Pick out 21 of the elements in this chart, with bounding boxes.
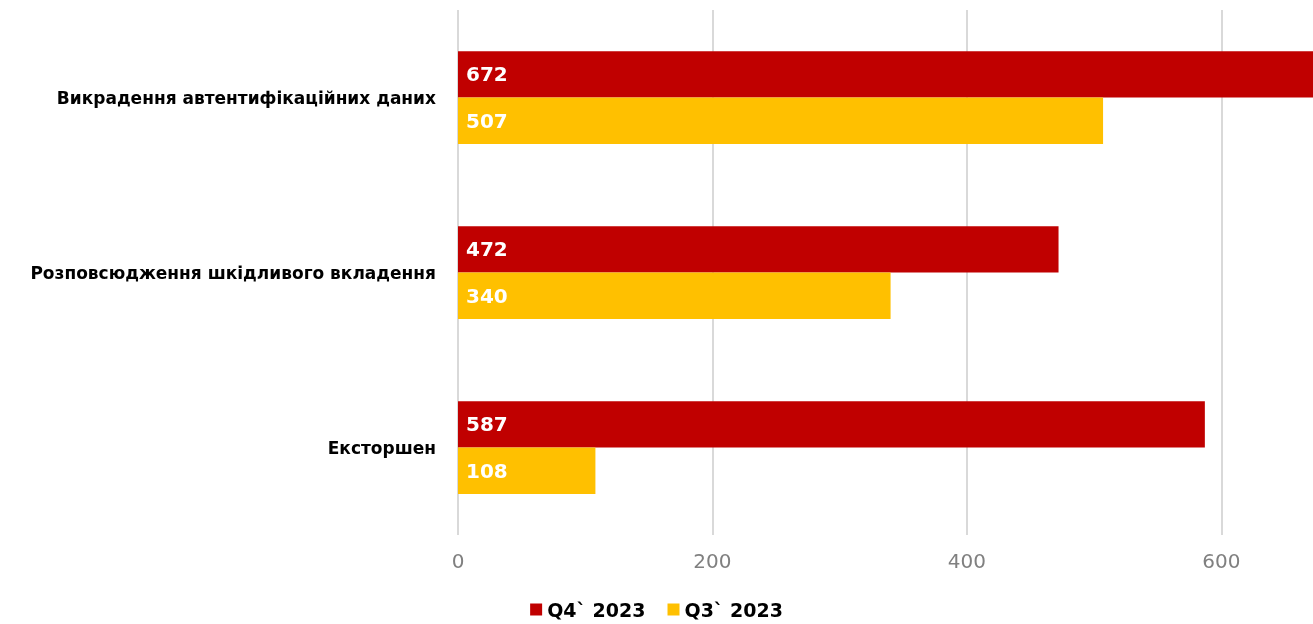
legend-label: Q4` 2023 [547, 598, 646, 621]
data-label: 672 [466, 62, 508, 87]
bar [458, 51, 1313, 98]
y-tick-label: Ексторшен [327, 437, 436, 458]
x-tick-label: 600 [1202, 549, 1241, 573]
bar [458, 226, 1059, 273]
x-tick-label: 400 [947, 549, 987, 573]
y-tick-label: Розповсюдження шкідливого вкладення [30, 262, 436, 283]
data-label: 587 [466, 412, 508, 437]
y-tick-label: Викрадення автентифікаційних даних [56, 87, 437, 108]
data-label: 108 [466, 458, 508, 483]
bar [458, 401, 1205, 448]
data-label: 340 [466, 283, 508, 308]
legend-label: Q3` 2023 [684, 598, 783, 621]
x-tick-label: 0 [451, 549, 465, 573]
data-label: 507 [466, 108, 508, 133]
bar [458, 447, 596, 494]
data-label: 472 [466, 237, 508, 262]
bar [458, 97, 1104, 144]
bar [458, 272, 891, 319]
x-tick-label: 200 [693, 549, 732, 573]
